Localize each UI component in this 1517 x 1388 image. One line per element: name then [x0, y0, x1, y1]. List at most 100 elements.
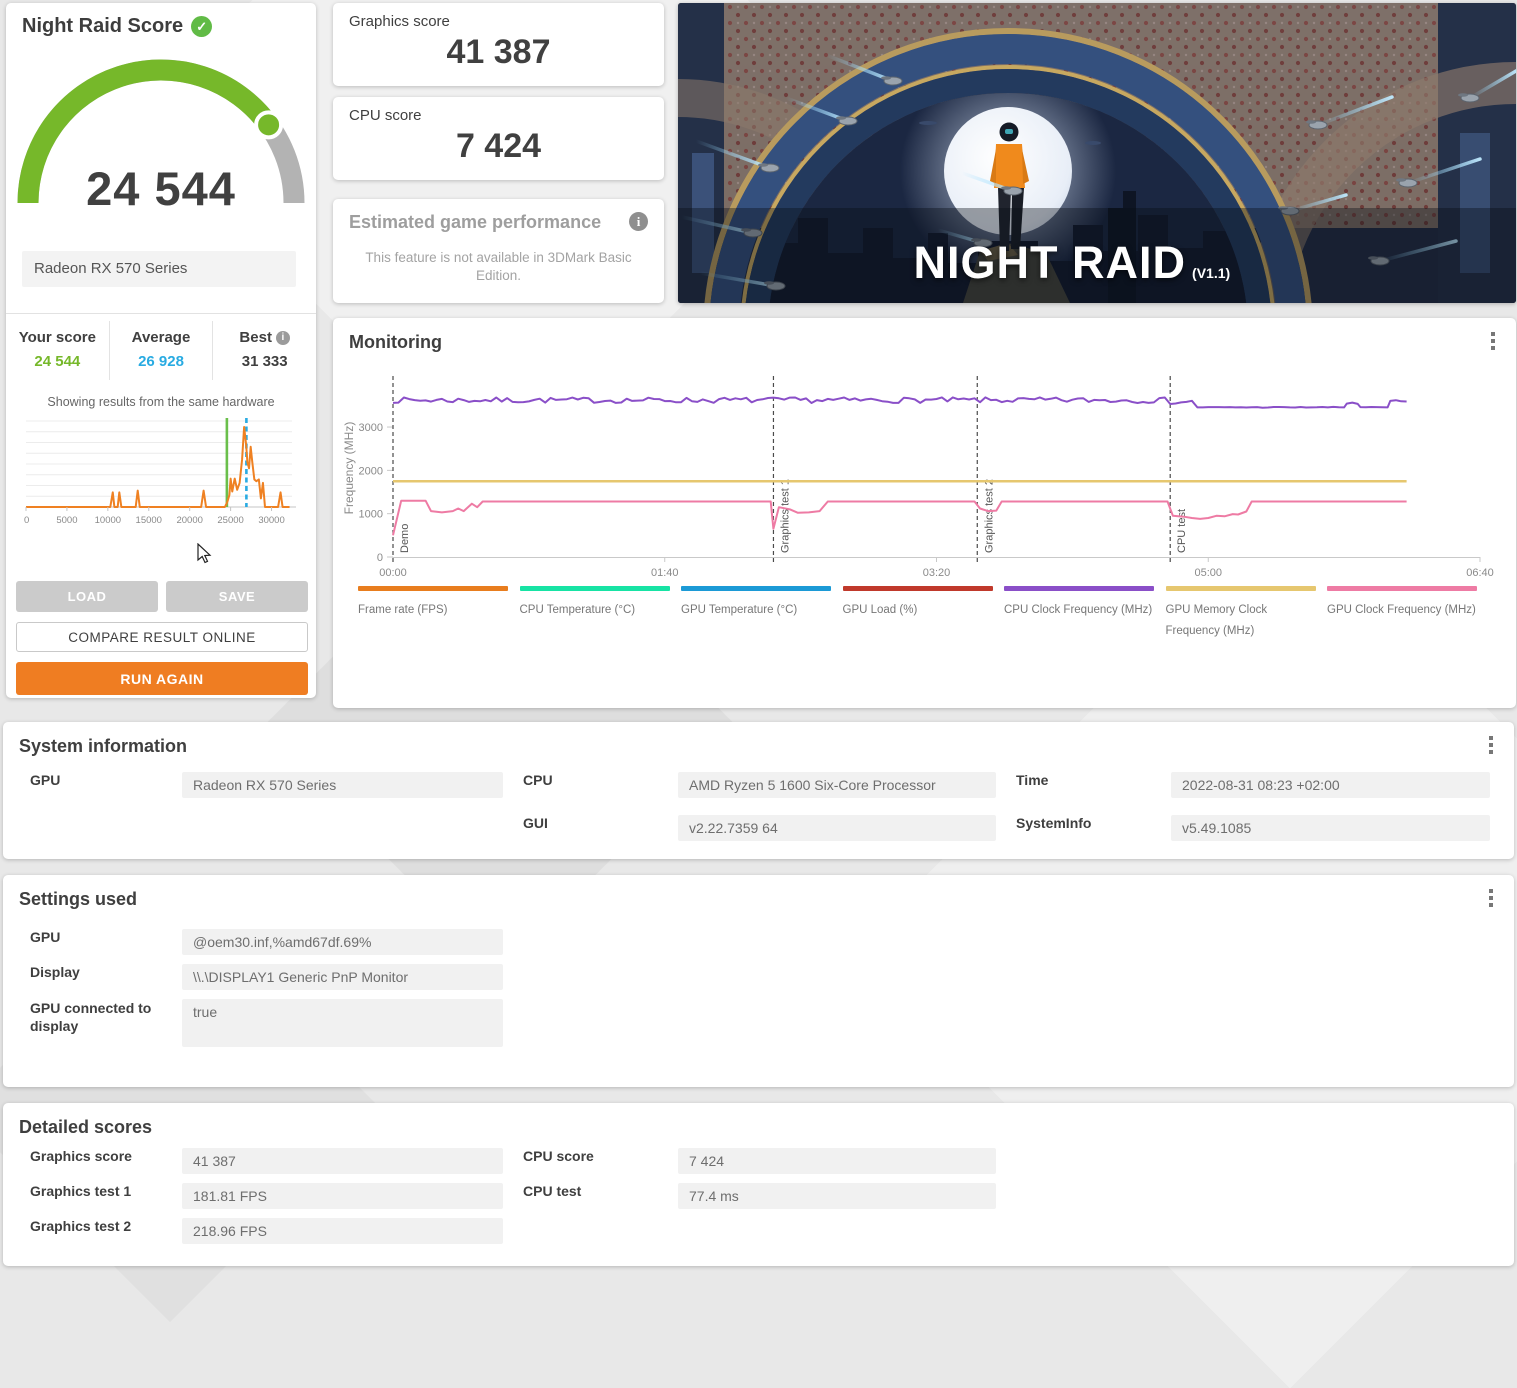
night-raid-banner: NIGHT RAID (V1.1): [678, 3, 1516, 303]
svg-text:0: 0: [377, 552, 383, 564]
legend-gpu-memory-clock: GPU Memory Clock Frequency (MHz): [1165, 586, 1316, 641]
banner-version: (V1.1): [1192, 265, 1231, 281]
legend-gpu-load: GPU Load (%): [842, 586, 993, 641]
settings-used-panel: Settings used GPU @oem30.inf,%amd67df.69…: [3, 875, 1514, 1087]
legend-frame-rate: Frame rate (FPS): [358, 586, 508, 641]
svg-text:30000: 30000: [258, 515, 284, 526]
gpu-name-box: Radeon RX 570 Series: [22, 251, 296, 287]
svg-text:Demo: Demo: [399, 524, 411, 553]
monitoring-title: Monitoring: [349, 332, 442, 352]
score-panel-title: Night Raid Score: [22, 15, 184, 37]
setting-label-gpu-connected: GPU connected to display: [30, 1000, 152, 1034]
legend-color-bar: [1327, 586, 1477, 591]
system-information-menu-button[interactable]: [1482, 736, 1500, 758]
field-label-cpu: CPU: [523, 772, 553, 788]
svg-text:00:00: 00:00: [379, 567, 407, 579]
load-button[interactable]: LOAD: [16, 581, 158, 612]
svg-text:03:20: 03:20: [923, 567, 951, 579]
svg-text:25000: 25000: [217, 515, 243, 526]
settings-used-title: Settings used: [19, 889, 138, 909]
score-distribution-chart: 0 5000 10000 15000 20000 25000 30000: [24, 418, 296, 526]
detail-label-graphics-test-1: Graphics test 1: [30, 1183, 132, 1199]
setting-value-display: \\.\DISPLAY1 Generic PnP Monitor: [182, 964, 503, 990]
stat-average: Average 26 928: [108, 321, 213, 380]
svg-text:20000: 20000: [176, 515, 202, 526]
monitoring-menu-button[interactable]: [1484, 332, 1502, 354]
setting-value-gpu: @oem30.inf,%amd67df.69%: [182, 929, 503, 955]
drones: [680, 53, 1516, 291]
best-info-icon[interactable]: i: [275, 331, 290, 345]
detail-value-cpu-test: 77.4 ms: [678, 1183, 996, 1209]
svg-text:0: 0: [24, 515, 29, 526]
svg-text:01:40: 01:40: [651, 567, 679, 579]
setting-label-gpu: GPU: [30, 929, 61, 945]
detail-value-graphics-test-2: 218.96 FPS: [182, 1218, 503, 1244]
histogram-title: Showing results from the same hardware: [47, 395, 275, 409]
svg-text:15000: 15000: [136, 515, 162, 526]
detail-label-cpu-test: CPU test: [523, 1183, 582, 1199]
estimated-performance-label: Estimated game performance: [349, 212, 602, 232]
detail-label-cpu-score: CPU score: [523, 1148, 594, 1164]
legend-color-bar: [1165, 586, 1316, 591]
legend-color-bar: [681, 586, 831, 591]
night-raid-artwork: [678, 3, 1516, 303]
monitoring-chart: 00:00 01:40 03:20 05:00 06:40 0 1000 2000 3000Fr…: [342, 376, 1494, 579]
score-gauge: [17, 59, 305, 204]
valid-result-check-icon: ✓: [191, 16, 213, 37]
field-value-gpu: Radeon RX 570 Series: [182, 772, 503, 798]
legend-gpu-clock: GPU Clock Frequency (MHz): [1327, 586, 1477, 641]
svg-text:1000: 1000: [359, 509, 383, 521]
detail-label-graphics-test-2: Graphics test 2: [30, 1218, 132, 1234]
legend-cpu-temperature: CPU Temperature (°C): [519, 586, 670, 641]
field-label-systeminfo: SystemInfo: [1016, 815, 1092, 831]
field-value-cpu: AMD Ryzen 5 1600 Six-Core Processor: [678, 772, 996, 798]
run-again-button[interactable]: RUN AGAIN: [16, 662, 308, 695]
field-label-gpu: GPU: [30, 772, 61, 788]
night-raid-score-panel: Night Raid Score ✓ 24 544 Radeon RX 570 …: [6, 3, 316, 698]
field-value-time: 2022-08-31 08:23 +02:00: [1171, 772, 1490, 798]
detailed-scores-title: Detailed scores: [19, 1117, 153, 1137]
svg-text:Frequency (MHz): Frequency (MHz): [342, 422, 356, 515]
svg-text:2000: 2000: [359, 465, 383, 477]
legend-color-bar: [1004, 586, 1154, 591]
system-information-title: System information: [19, 736, 188, 756]
estimated-game-performance-card: Estimated game performance i This featur…: [333, 199, 664, 303]
compare-result-online-button[interactable]: COMPARE RESULT ONLINE: [16, 622, 308, 652]
svg-text:3000: 3000: [359, 422, 383, 434]
setting-label-display: Display: [30, 964, 80, 980]
estimated-performance-message: This feature is not available in 3DMark …: [365, 250, 632, 283]
graphics-score-card: Graphics score 41 387: [333, 3, 664, 86]
svg-text:06:40: 06:40: [1466, 567, 1494, 579]
stat-best: Best i 31 333: [212, 321, 316, 380]
legend-gpu-temperature: GPU Temperature (°C): [681, 586, 831, 641]
field-value-gui: v2.22.7359 64: [678, 815, 996, 841]
svg-text:10000: 10000: [95, 515, 121, 526]
save-button[interactable]: SAVE: [166, 581, 308, 612]
legend-color-bar: [842, 586, 993, 591]
svg-text:Graphics test 2: Graphics test 2: [983, 479, 995, 553]
svg-text:05:00: 05:00: [1194, 567, 1222, 579]
detail-value-cpu-score: 7 424: [678, 1148, 996, 1174]
stat-your-score: Your score 24 544: [18, 329, 96, 370]
monitoring-panel: Monitoring 00:00 01:40 03:20 05:00 06:40 0 100…: [333, 318, 1516, 708]
setting-value-gpu-connected: true: [182, 999, 503, 1047]
overall-score-value: 24 544: [86, 162, 236, 215]
monitoring-legend: Frame rate (FPS) CPU Temperature (°C) GP…: [358, 586, 1498, 641]
legend-cpu-clock: CPU Clock Frequency (MHz): [1004, 586, 1154, 641]
score-comparison-row: Your score 24 544 Average 26 928 Best i 3…: [6, 321, 316, 380]
cpu-score-label: CPU score: [349, 107, 422, 124]
field-value-systeminfo: v5.49.1085: [1171, 815, 1490, 841]
cpu-score-value: 7 424: [455, 127, 542, 165]
svg-text:Graphics test 1: Graphics test 1: [779, 479, 791, 553]
banner-title: NIGHT RAID: [913, 237, 1187, 288]
estimated-performance-info-icon[interactable]: i: [629, 212, 648, 231]
detail-value-graphics-test-1: 181.81 FPS: [182, 1183, 503, 1209]
legend-color-bar: [519, 586, 670, 591]
field-label-time: Time: [1016, 772, 1049, 788]
detail-label-graphics-score: Graphics score: [30, 1148, 132, 1164]
svg-text:5000: 5000: [56, 515, 77, 526]
settings-used-menu-button[interactable]: [1482, 889, 1500, 911]
graphics-score-value: 41 387: [446, 33, 551, 71]
system-information-panel: System information GPU Radeon RX 570 Ser…: [3, 722, 1514, 859]
detailed-scores-panel: Detailed scores Graphics score 41 387 Gr…: [3, 1103, 1514, 1266]
